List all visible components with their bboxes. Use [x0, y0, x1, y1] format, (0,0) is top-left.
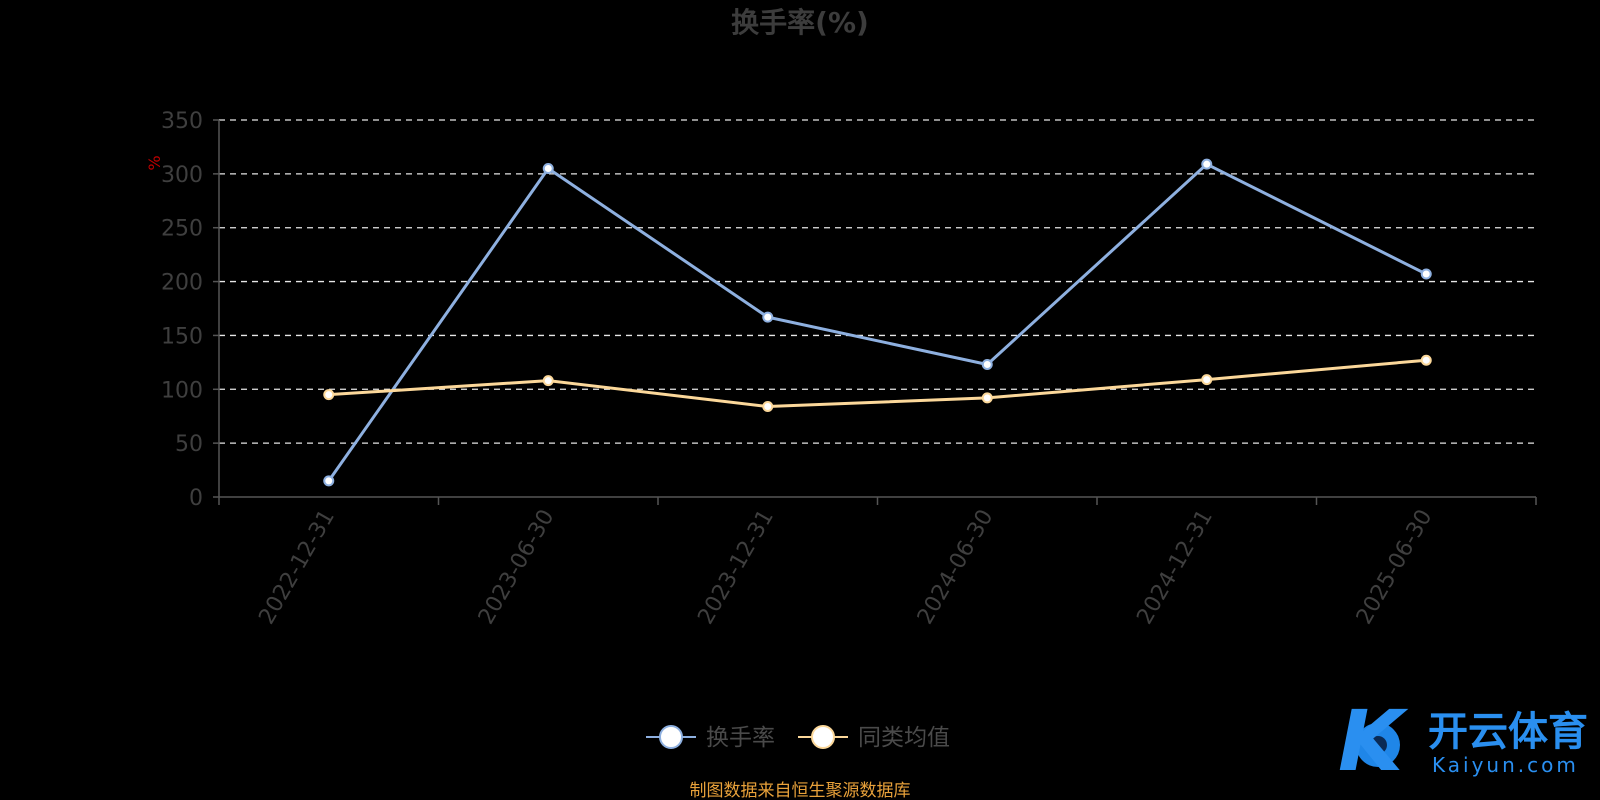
series-line: [328, 358, 1427, 409]
x-tick-labels: 2022-12-31 2023-06-30 2023-12-31 2024-06-30…: [254, 506, 1437, 629]
data-point[interactable]: [981, 359, 993, 371]
y-tick-labels: 0 50 100 150 200 250 300 350: [161, 109, 203, 511]
y-tick-label: 100: [161, 378, 203, 403]
data-point[interactable]: [1201, 374, 1213, 386]
axes: [213, 119, 1537, 505]
y-tick-label: 200: [161, 271, 203, 296]
x-tick-label: 2022-12-31: [254, 506, 340, 629]
x-tick-label: 2025-06-30: [1352, 506, 1438, 629]
x-tick-label: 2024-06-30: [913, 506, 999, 629]
legend-marker-turnover: [659, 725, 683, 749]
data-point[interactable]: [542, 162, 554, 174]
data-point[interactable]: [323, 389, 335, 401]
data-point[interactable]: [1420, 354, 1432, 366]
x-tick-label: 2024-12-31: [1132, 506, 1218, 629]
grid-lines: [219, 119, 1536, 444]
x-tick-label: 2023-06-30: [474, 506, 560, 629]
y-tick-label: 300: [161, 163, 203, 188]
data-point[interactable]: [1420, 268, 1432, 280]
data-point[interactable]: [762, 401, 774, 413]
data-point[interactable]: [1201, 158, 1213, 170]
logo-mark: K: [1338, 692, 1409, 790]
y-tick-label: 350: [161, 109, 203, 134]
data-source-note: 制图数据来自恒生聚源数据库: [690, 781, 911, 800]
y-axis-unit: %: [145, 155, 164, 170]
x-tick-label: 2023-12-31: [693, 506, 779, 629]
legend-label-turnover: 换手率: [706, 725, 775, 751]
data-point[interactable]: [542, 375, 554, 387]
data-point[interactable]: [762, 311, 774, 323]
series-peer-average: [323, 354, 1432, 413]
legend-item-peer-avg[interactable]: 同类均值: [798, 725, 950, 751]
data-point[interactable]: [323, 475, 335, 487]
y-tick-label: 250: [161, 217, 203, 242]
logo-sub-text: Kaiyun.com: [1432, 753, 1579, 777]
series-turnover: [323, 158, 1432, 487]
logo-main-text: 开云体育: [1428, 709, 1588, 755]
legend[interactable]: 换手率 同类均值: [646, 725, 950, 751]
y-tick-label: 0: [189, 486, 203, 511]
legend-item-turnover[interactable]: 换手率: [646, 725, 775, 751]
series-lines: [323, 158, 1432, 487]
legend-marker-peer-avg: [811, 725, 835, 749]
brand-logo: K 开云体育 Kaiyun.com: [1338, 692, 1588, 790]
chart-title: 换手率(%): [731, 6, 869, 39]
data-point[interactable]: [981, 392, 993, 404]
y-tick-label: 150: [161, 324, 203, 349]
y-tick-label: 50: [175, 432, 203, 457]
legend-label-peer-avg: 同类均值: [858, 725, 950, 751]
series-line: [327, 162, 1427, 482]
